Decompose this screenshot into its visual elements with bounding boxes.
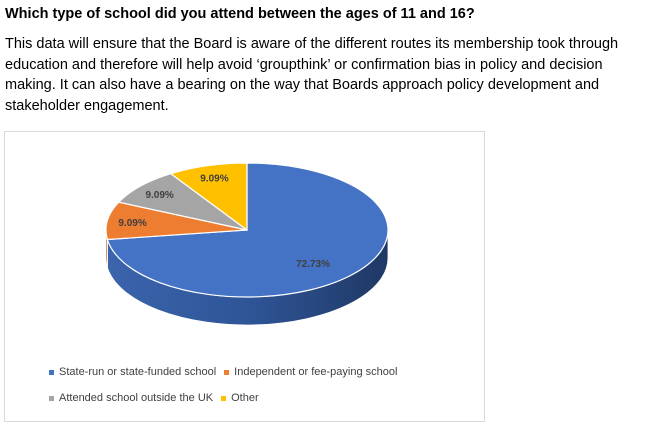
legend-swatch-outside-uk (49, 395, 54, 401)
legend-item-other: Other (221, 391, 259, 405)
legend-label-other: Other (231, 392, 259, 404)
data-label-independent: 9.09% (118, 218, 146, 229)
legend-swatch-state (49, 369, 54, 375)
pie-slice-independent (105, 201, 248, 241)
pie-chart: 72.73% 9.09% 9.09% 9.09% (105, 162, 389, 326)
question-heading: Which type of school did you attend betw… (5, 6, 475, 22)
legend-label-independent: Independent or fee-paying school (234, 366, 398, 378)
pie-slice-state (106, 162, 389, 298)
legend-swatch-other (221, 395, 227, 401)
legend-label-outside-uk: Attended school outside the UK (59, 392, 214, 404)
chart-frame: 72.73% 9.09% 9.09% 9.09% State-run or state… (4, 131, 485, 422)
data-label-outside-uk: 9.09% (145, 190, 173, 201)
data-label-other: 9.09% (200, 173, 228, 184)
chart-legend: State-run or state-funded school Indepen… (49, 365, 479, 417)
legend-swatch-independent (224, 369, 230, 375)
body-paragraph: This data will ensure that the Board is … (5, 36, 619, 114)
data-label-state: 72.73% (296, 259, 330, 270)
legend-label-state: State-run or state-funded school (59, 366, 217, 378)
pie-slice-other (169, 162, 248, 232)
legend-item-outside-uk: Attended school outside the UK (49, 391, 213, 405)
legend-item-state: State-run or state-funded school (49, 365, 216, 379)
legend-item-independent: Independent or fee-paying school (224, 365, 397, 379)
pie-slice-outside-uk (117, 172, 248, 231)
